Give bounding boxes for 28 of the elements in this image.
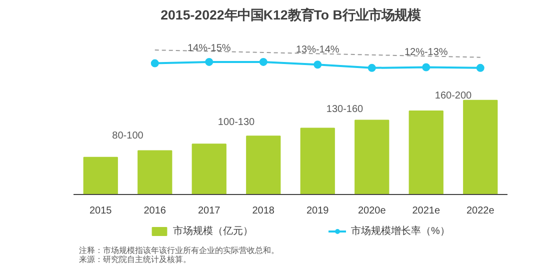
text: 13%-14%: [296, 44, 340, 56]
text: 12%-13%: [404, 47, 448, 58]
x-tick-label: 2020e: [358, 206, 386, 216]
x-tick-label: 2016: [144, 206, 166, 216]
bar: [354, 120, 390, 194]
annotation: 100-130: [218, 117, 256, 128]
bar: [300, 128, 335, 194]
x-tick-label: 2015: [90, 206, 112, 216]
text: 14%-15%: [187, 43, 231, 54]
bar: [83, 156, 118, 194]
text: 注释：市场规模指该年该行业所有企业的实际营收总和。: [78, 246, 279, 255]
annotation: 160-200: [434, 90, 472, 102]
annotation: 130-160: [326, 104, 364, 115]
legend-label: 市场规模增长率（%）: [351, 224, 450, 238]
x-tick-label: 2017: [198, 206, 221, 216]
legend-label: 市场规模（亿元）: [173, 224, 253, 238]
bar: [463, 100, 498, 194]
x-tick-label: 2018: [252, 206, 275, 216]
annotation: 80-100: [112, 130, 144, 142]
x-tick-label: 2022e: [466, 206, 495, 216]
chart-title: 2015-2022年中国K12教育To B行业市场规模: [160, 8, 422, 22]
bar: [408, 110, 444, 194]
x-tick-label: 2021e: [412, 206, 440, 216]
bar: [192, 144, 226, 194]
bar: [138, 150, 172, 194]
bar: [246, 136, 281, 194]
source-note: 来源：研究院自主统计及核算。: [78, 255, 191, 264]
x-tick-label: 2019: [306, 206, 330, 216]
